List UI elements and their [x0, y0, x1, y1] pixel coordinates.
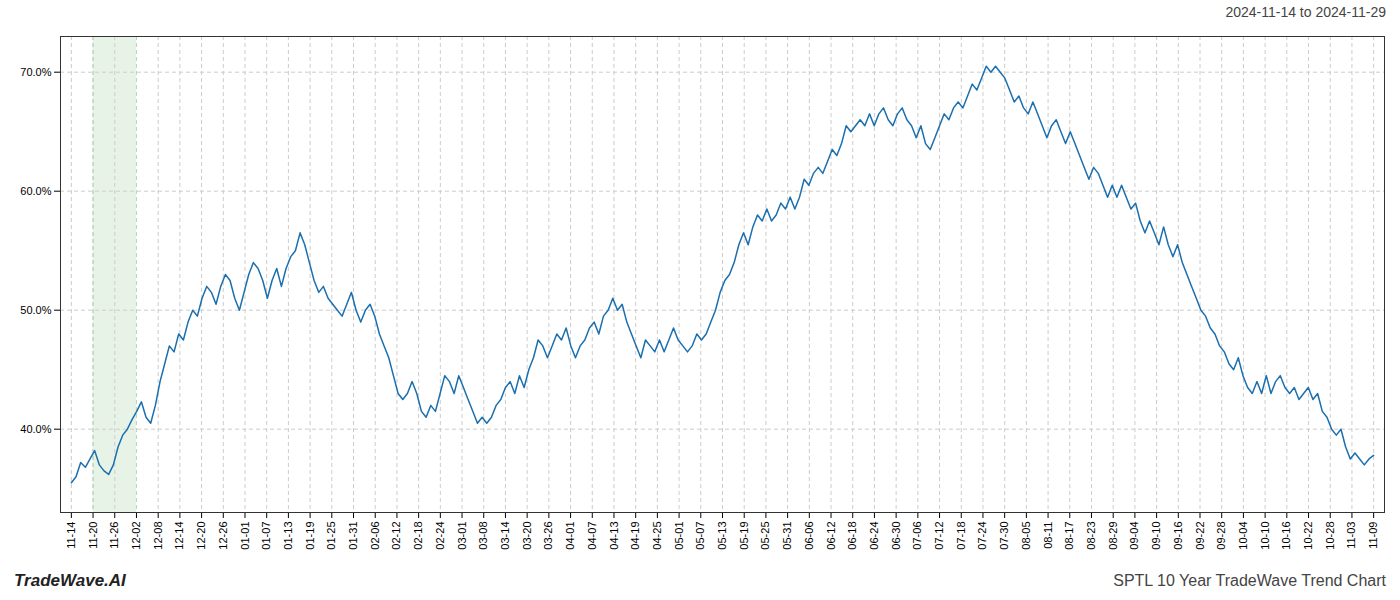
svg-text:09-16: 09-16	[1172, 522, 1184, 550]
svg-text:09-10: 09-10	[1150, 522, 1162, 550]
svg-text:12-26: 12-26	[217, 522, 229, 550]
svg-text:60.0%: 60.0%	[20, 185, 51, 197]
svg-text:05-31: 05-31	[781, 522, 793, 550]
html-text:TradeWave.AI: TradeWave.AI	[14, 571, 126, 590]
html-text:SPTL 10 Year TradeWave Trend C: SPTL 10 Year TradeWave Trend Chart	[1113, 572, 1386, 589]
svg-text:05-01: 05-01	[673, 522, 685, 550]
svg-text:05-25: 05-25	[759, 522, 771, 550]
svg-text:50.0%: 50.0%	[20, 304, 51, 316]
svg-text:12-08: 12-08	[152, 522, 164, 550]
svg-text:01-31: 01-31	[347, 522, 359, 550]
svg-text:10-16: 10-16	[1280, 522, 1292, 550]
svg-text:01-19: 01-19	[304, 522, 316, 550]
svg-text:04-25: 04-25	[651, 522, 663, 550]
svg-text:10-22: 10-22	[1302, 522, 1314, 550]
svg-text:03-14: 03-14	[499, 522, 511, 550]
svg-text:09-28: 09-28	[1215, 522, 1227, 550]
svg-text:10-28: 10-28	[1324, 522, 1336, 550]
svg-text:11-14: 11-14	[65, 522, 77, 549]
svg-text:04-01: 04-01	[564, 522, 576, 550]
svg-text:06-06: 06-06	[803, 522, 815, 550]
svg-text:06-24: 06-24	[868, 522, 880, 550]
svg-text:02-18: 02-18	[412, 522, 424, 550]
svg-text:01-07: 01-07	[260, 522, 272, 550]
svg-text:01-01: 01-01	[239, 522, 251, 550]
svg-text:05-19: 05-19	[738, 522, 750, 550]
svg-text:07-06: 07-06	[911, 522, 923, 550]
svg-text:11-03: 11-03	[1345, 522, 1357, 549]
svg-text:06-18: 06-18	[846, 522, 858, 550]
svg-text:07-18: 07-18	[955, 522, 967, 550]
svg-text:12-20: 12-20	[195, 522, 207, 550]
svg-text:07-30: 07-30	[998, 522, 1010, 550]
svg-text:02-12: 02-12	[390, 522, 402, 550]
svg-text:08-29: 08-29	[1107, 522, 1119, 550]
svg-text:11-26: 11-26	[108, 522, 120, 549]
svg-text:12-02: 12-02	[130, 522, 142, 550]
svg-text:01-13: 01-13	[282, 522, 294, 550]
svg-text:08-11: 08-11	[1042, 522, 1054, 549]
svg-text:06-12: 06-12	[825, 522, 837, 550]
svg-text:10-10: 10-10	[1259, 522, 1271, 550]
svg-text:03-20: 03-20	[521, 522, 533, 550]
svg-text:08-17: 08-17	[1063, 522, 1075, 550]
svg-text:11-20: 11-20	[87, 522, 99, 549]
svg-text:40.0%: 40.0%	[20, 423, 51, 435]
svg-text:04-13: 04-13	[607, 522, 619, 550]
svg-text:09-22: 09-22	[1194, 522, 1206, 550]
svg-text:04-19: 04-19	[629, 522, 641, 550]
svg-text:06-30: 06-30	[890, 522, 902, 550]
svg-text:07-12: 07-12	[933, 522, 945, 550]
svg-text:11-09: 11-09	[1367, 522, 1379, 549]
svg-text:01-25: 01-25	[325, 522, 337, 550]
svg-text:02-06: 02-06	[369, 522, 381, 550]
svg-text:03-08: 03-08	[477, 522, 489, 550]
svg-text:07-24: 07-24	[976, 522, 988, 550]
svg-text:10-04: 10-04	[1237, 522, 1249, 550]
svg-text:12-14: 12-14	[173, 522, 185, 550]
svg-text:09-04: 09-04	[1128, 522, 1140, 550]
html-text:2024-11-14 to 2024-11-29: 2024-11-14 to 2024-11-29	[1225, 4, 1386, 20]
svg-text:08-05: 08-05	[1020, 522, 1032, 550]
svg-text:08-23: 08-23	[1085, 522, 1097, 550]
svg-text:05-07: 05-07	[694, 522, 706, 550]
svg-text:70.0%: 70.0%	[20, 66, 51, 78]
svg-text:03-01: 03-01	[456, 522, 468, 550]
svg-text:02-24: 02-24	[434, 522, 446, 550]
svg-text:05-13: 05-13	[716, 522, 728, 550]
svg-text:03-26: 03-26	[542, 522, 554, 550]
svg-text:04-07: 04-07	[586, 522, 598, 550]
